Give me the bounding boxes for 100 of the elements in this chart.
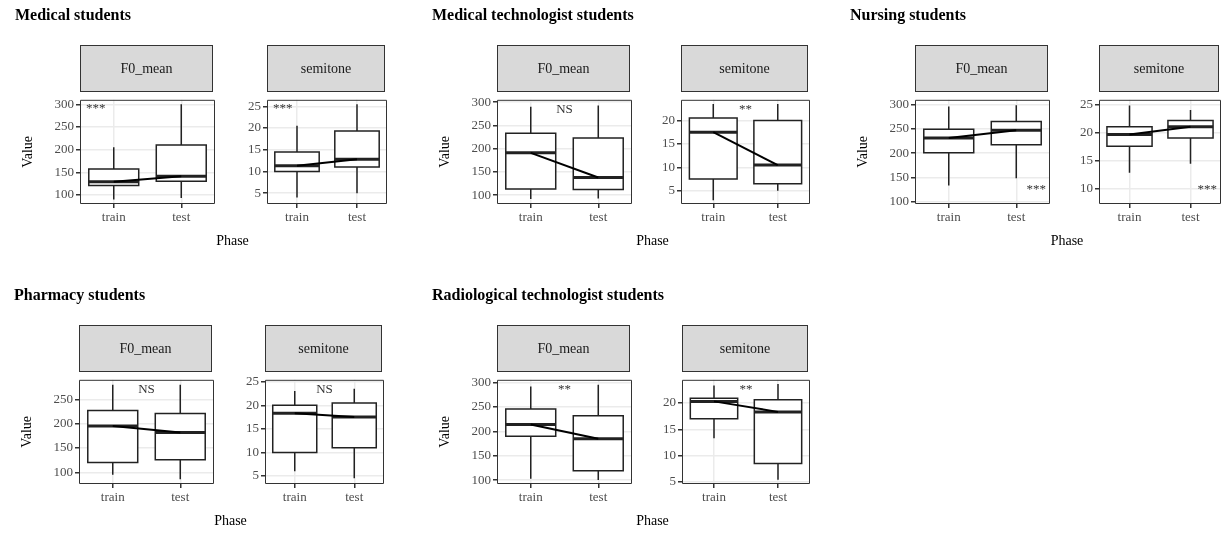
chart-subtitle: F0_mean [915,45,1048,92]
chart-title: Medical technologist students [432,6,634,24]
x-tick-label: train [701,209,726,225]
x-tick-label: train [285,209,310,225]
x-axis-title: Phase [636,513,669,529]
y-tick-label: 100 [54,186,74,202]
annotation: NS [556,101,573,117]
y-tick-label: 150 [889,168,909,184]
y-tick-label: 150 [471,163,491,179]
y-tick-label: 100 [471,471,491,487]
y-tick-label: 10 [248,162,261,178]
x-axis-title: Phase [214,513,247,529]
y-tick-label: 250 [889,120,909,136]
chart-title: Radiological technologist students [432,286,665,304]
y-tick-label: 20 [246,396,259,412]
y-tick-label: 300 [471,93,491,109]
y-tick-label: 20 [662,111,675,127]
x-tick-label: test [1007,209,1026,225]
x-tick-label: train [702,489,727,505]
chart-subtitle: F0_mean [497,45,630,92]
chart-subtitle: F0_mean [80,45,213,92]
y-tick-label: 250 [471,116,491,132]
x-tick-label: train [282,489,308,505]
y-tick-label: 15 [1080,151,1093,167]
annotation: *** [273,100,293,116]
y-axis-title: Value [437,135,453,168]
x-tick-label: train [936,209,962,225]
x-tick-label: test [1181,209,1200,225]
y-tick-label: 15 [246,420,259,436]
y-tick-label: 250 [54,118,74,134]
y-axis-title: Value [20,135,36,168]
y-tick-label: 15 [248,141,261,157]
annotation: *** [86,100,106,116]
annotation: ** [739,381,753,397]
x-tick-label: test [171,489,190,505]
chart-subtitle: semitone [265,325,382,372]
x-tick-label: test [768,209,788,225]
annotation: *** [1026,181,1046,197]
x-tick-label: test [589,489,608,505]
chart-subtitle: F0_mean [79,325,212,372]
y-tick-label: 15 [662,135,675,151]
y-tick-label: 300 [471,374,491,390]
y-tick-label: 25 [246,373,259,389]
y-tick-label: 5 [668,182,675,198]
y-tick-label: 100 [889,193,909,208]
chart-title: Nursing students [850,6,967,24]
y-tick-label: 10 [662,158,675,174]
chart-title: Pharmacy students [14,286,146,304]
y-tick-label: 10 [663,447,676,462]
y-tick-label: 5 [669,473,676,489]
y-tick-label: 5 [254,184,261,200]
chart-subtitle: F0_mean [497,325,630,372]
y-tick-label: 200 [54,141,74,157]
y-tick-label: 250 [471,398,491,414]
y-tick-label: 10 [246,443,259,459]
chart-subtitle: semitone [682,325,808,372]
y-tick-label: 200 [53,415,73,431]
y-tick-label: 200 [889,144,909,160]
y-tick-label: 10 [1080,179,1093,195]
y-tick-label: 150 [53,439,73,455]
x-axis-title: Phase [216,233,249,249]
x-tick-label: test [172,209,191,225]
x-tick-label: train [100,489,126,505]
chart-subtitle: semitone [267,45,385,92]
x-axis-title: Phase [636,233,669,249]
x-tick-label: test [589,209,608,225]
chart-subtitle: semitone [681,45,808,92]
annotation: *** [1197,181,1217,197]
y-tick-label: 20 [663,394,676,410]
y-axis-title: Value [855,135,871,168]
chart-subtitle: semitone [1099,45,1219,92]
x-tick-label: train [101,209,127,225]
y-tick-label: 150 [471,447,491,463]
annotation: NS [316,381,333,397]
y-tick-label: 25 [248,97,261,113]
y-tick-label: 20 [248,119,261,135]
y-tick-label: 15 [663,420,676,436]
y-tick-label: 250 [53,390,73,406]
annotation: NS [138,381,155,397]
x-tick-label: test [345,489,364,505]
x-tick-label: train [518,489,544,505]
annotation: ** [739,101,752,117]
x-axis-title: Phase [1050,233,1084,249]
y-tick-label: 100 [53,463,73,479]
x-tick-label: test [347,209,367,225]
y-tick-label: 300 [889,96,909,112]
y-axis-title: Value [437,415,453,448]
chart-title: Medical students [15,6,131,24]
x-tick-label: train [518,209,544,225]
y-tick-label: 300 [54,95,74,111]
y-tick-label: 20 [1080,123,1093,139]
y-tick-label: 200 [471,140,491,156]
y-tick-label: 100 [471,186,491,202]
x-tick-label: train [1117,209,1142,225]
y-axis-title: Value [19,415,35,448]
y-tick-label: 5 [252,467,259,483]
y-tick-label: 200 [471,422,491,438]
y-tick-label: 25 [1080,95,1093,111]
annotation: ** [558,381,571,397]
x-tick-label: test [768,489,788,505]
